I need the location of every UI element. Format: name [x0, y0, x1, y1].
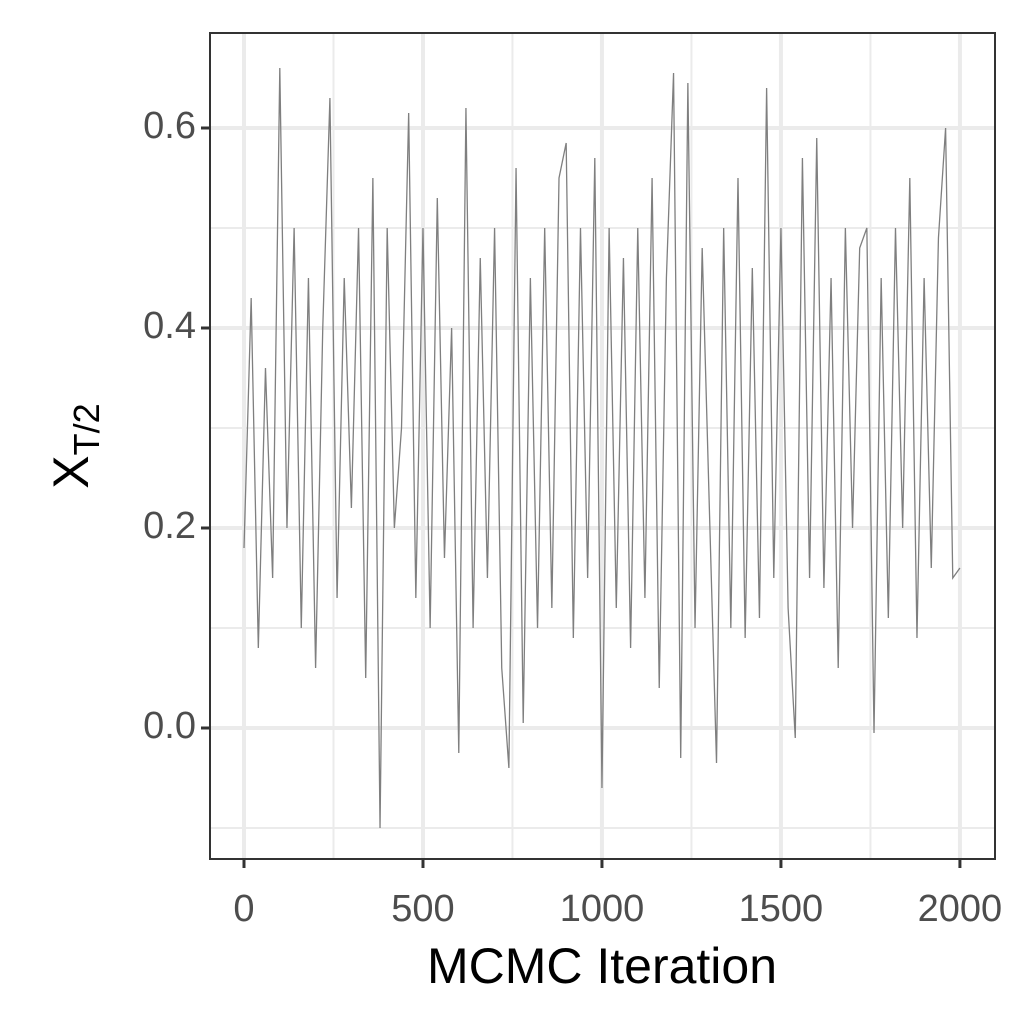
y-axis-title: XT/2 — [43, 403, 106, 488]
y-axis-title-sub: T/2 — [66, 403, 107, 455]
y-tick-label: 0.6 — [143, 105, 196, 147]
trace-line — [243, 67, 961, 829]
panel-border — [209, 32, 996, 860]
x-axis-title: MCMC Iteration — [427, 938, 777, 994]
y-tick-label: 0.0 — [143, 705, 196, 747]
x-tick-label: 1000 — [560, 888, 645, 930]
y-tick-label: 0.2 — [143, 505, 196, 547]
x-tick-label: 0 — [233, 888, 254, 930]
x-tick-label: 1500 — [739, 888, 824, 930]
x-tick-label: 500 — [391, 888, 454, 930]
y-axis-title-main: X — [43, 455, 99, 488]
x-tick-label: 2000 — [918, 888, 1003, 930]
y-tick-label: 0.4 — [143, 305, 196, 347]
